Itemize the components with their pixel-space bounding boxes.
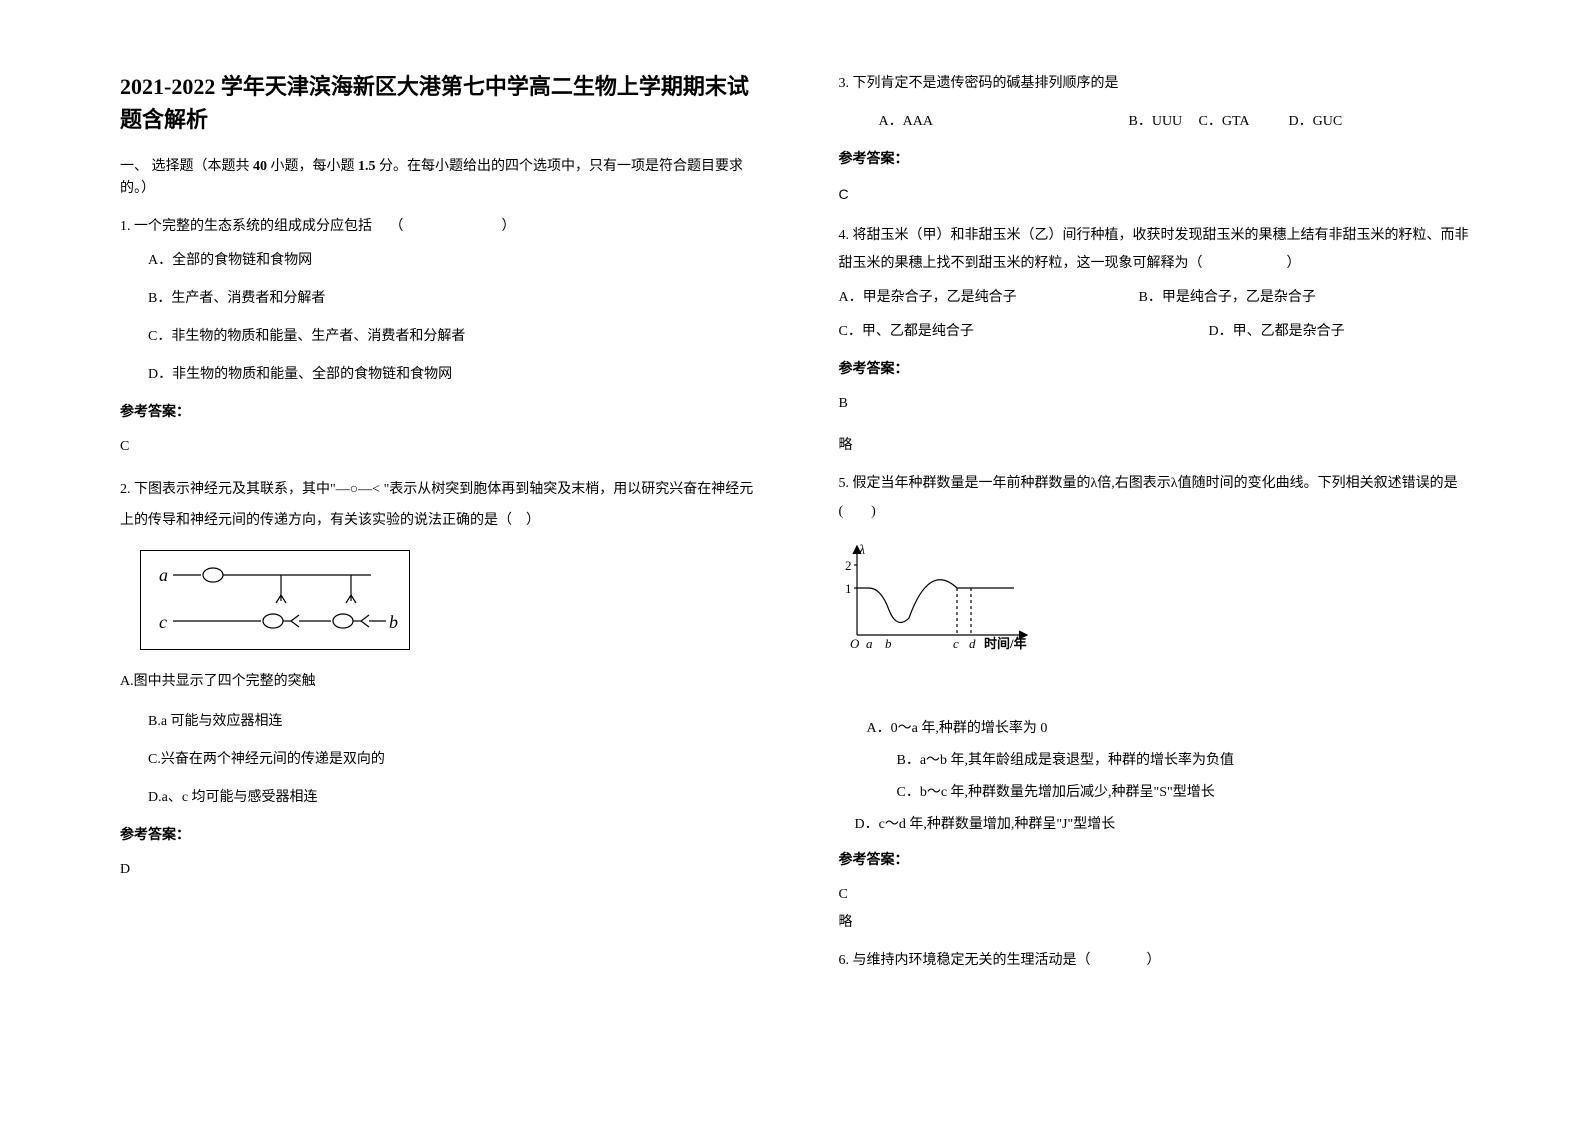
q1-answer: C [120,433,759,461]
q5-y-label: λ [858,543,865,558]
question-4: 4. 将甜玉米（甲）和非甜玉米（乙）间行种植，收获时发现甜玉米的果穗上结有非甜玉… [839,222,1478,460]
q4-answer-label: 参考答案： [839,356,1478,384]
question-3: 3. 下列肯定不是遗传密码的碱基排列顺序的是 A．AAA B．UUU C．GTA… [839,70,1478,208]
q3-options: A．AAA B．UUU C．GTA D．GUC [879,108,1478,136]
q3-option-a: A．AAA [879,108,1129,136]
q2-option-c: C.兴奋在两个神经元间的传递是双向的 [148,746,759,774]
q2-option-a: A.图中共显示了四个完整的突触 [120,668,759,696]
q5-brief: 略 [839,909,1478,937]
question-2: 2. 下图表示神经元及其联系，其中"—○—< "表示从树突到胞体再到轴突及末梢，… [120,475,759,885]
q5-svg: 2 1 λ O a b c d 时间/年 [839,540,1069,655]
section-bold-40: 40 [253,159,267,174]
section-mid: 小题，每小题 [267,159,358,174]
q4-options-cd: C．甲、乙都是纯合子 D．甲、乙都是杂合子 [839,318,1478,346]
document-title: 2021-2022 学年天津滨海新区大港第七中学高二生物上学期期末试题含解析 [120,70,759,136]
q2-options-bcd: B.a 可能与效应器相连 C.兴奋在两个神经元间的传递是双向的 D.a、c 均可… [148,708,759,812]
q5-answer-label: 参考答案： [839,847,1478,875]
q3-answer: C [839,180,1478,208]
q6-stem: 6. 与维持内环境稳定无关的生理活动是（ ） [839,947,1478,975]
q2-svg: a c [141,551,409,649]
q5-option-d: D．c～d 年,种群数量增加,种群呈"J"型增长 [855,811,1478,839]
q1-stem: 1. 一个完整的生态系统的组成成分应包括 （ ） [120,213,759,241]
q2-answer: D [120,856,759,884]
q3-stem: 3. 下列肯定不是遗传密码的碱基排列顺序的是 [839,70,1478,98]
q4-option-b: B．甲是纯合子，乙是杂合子 [1139,284,1316,312]
q4-option-a: A．甲是杂合子，乙是纯合子 [839,284,1139,312]
q2-b-label: b [389,612,398,632]
q5-lambda-chart: 2 1 λ O a b c d 时间/年 [839,540,1069,655]
q1-option-a: A．全部的食物链和食物网 [148,247,759,275]
q2-c-label: c [159,612,167,632]
question-5: 5. 假定当年种群数量是一年前种群数量的λ倍,右图表示λ值随时间的变化曲线。下列… [839,470,1478,937]
q5-option-a: A．0～a 年,种群的增长率为 0 [867,715,1478,743]
q5-options: A．0～a 年,种群的增长率为 0 B．a～b 年,其年龄组成是衰退型，种群的增… [867,715,1478,839]
q4-answer: B [839,390,1478,418]
section-1-header: 一、 选择题（本题共 40 小题，每小题 1.5 分。在每小题给出的四个选项中，… [120,156,759,201]
q5-answer: C [839,881,1478,909]
q5-xtick-b: b [885,636,892,651]
q2-option-d: D.a、c 均可能与感受器相连 [148,784,759,812]
q3-option-b: B．UUU [1129,108,1199,136]
q5-x-axis-label: 时间/年 [984,636,1027,651]
left-column: 2021-2022 学年天津滨海新区大港第七中学高二生物上学期期末试题含解析 一… [100,70,799,1072]
q1-answer-label: 参考答案： [120,399,759,427]
q1-options: A．全部的食物链和食物网 B．生产者、消费者和分解者 C．非生物的物质和能量、生… [148,247,759,389]
q2-a-label: a [159,565,168,585]
q4-option-c: C．甲、乙都是纯合子 [839,318,1209,346]
q5-stem: 5. 假定当年种群数量是一年前种群数量的λ倍,右图表示λ值随时间的变化曲线。下列… [839,470,1478,526]
q5-xtick-c: c [953,636,959,651]
q4-brief: 略 [839,432,1478,460]
question-1: 1. 一个完整的生态系统的组成成分应包括 （ ） A．全部的食物链和食物网 B．… [120,213,759,461]
question-6: 6. 与维持内环境稳定无关的生理活动是（ ） [839,947,1478,975]
q5-ytick-2: 2 [845,558,852,573]
right-column: 3. 下列肯定不是遗传密码的碱基排列顺序的是 A．AAA B．UUU C．GTA… [799,70,1498,1072]
q4-stem: 4. 将甜玉米（甲）和非甜玉米（乙）间行种植，收获时发现甜玉米的果穗上结有非甜玉… [839,222,1478,278]
q1-option-b: B．生产者、消费者和分解者 [148,285,759,313]
q4-options-ab: A．甲是杂合子，乙是纯合子 B．甲是纯合子，乙是杂合子 [839,284,1478,312]
q1-option-d: D．非生物的物质和能量、全部的食物链和食物网 [148,361,759,389]
q3-answer-label: 参考答案： [839,146,1478,174]
q5-xtick-d: d [969,636,976,651]
q5-ytick-1: 1 [845,581,852,596]
q3-option-d: D．GUC [1289,108,1343,136]
q5-option-c: C．b～c 年,种群数量先增加后减少,种群呈"S"型增长 [897,779,1478,807]
q2-answer-label: 参考答案： [120,822,759,850]
q4-option-d: D．甲、乙都是杂合子 [1209,318,1345,346]
q2-neuron-diagram: a c [140,550,410,650]
q1-option-c: C．非生物的物质和能量、生产者、消费者和分解者 [148,323,759,351]
q5-xtick-a: a [866,636,873,651]
q2-stem: 2. 下图表示神经元及其联系，其中"—○—< "表示从树突到胞体再到轴突及末梢，… [120,475,759,537]
q5-xtick-O: O [850,636,860,651]
section-bold-1p5: 1.5 [358,159,376,174]
section-prefix: 一、 选择题（本题共 [120,159,253,174]
q2-option-b: B.a 可能与效应器相连 [148,708,759,736]
q3-option-c: C．GTA [1199,108,1289,136]
q5-option-b: B．a～b 年,其年龄组成是衰退型，种群的增长率为负值 [897,747,1478,775]
